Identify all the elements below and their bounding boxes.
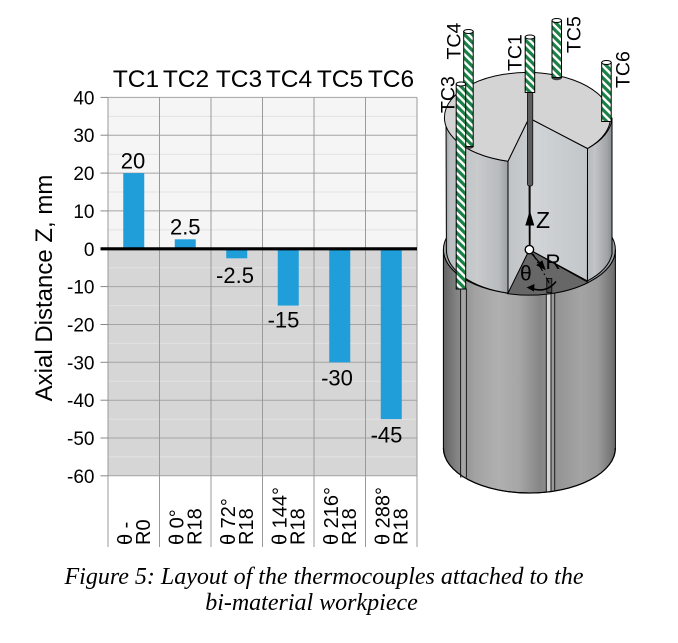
svg-text:-30: -30: [321, 366, 353, 391]
svg-text:TC4: TC4: [444, 23, 466, 60]
svg-text:bi-material workpiece: bi-material workpiece: [205, 590, 418, 616]
svg-text:-60: -60: [67, 467, 94, 488]
svg-text:R18: R18: [184, 508, 206, 545]
svg-text:TC4: TC4: [266, 66, 312, 93]
svg-text:Axial Distance Z, mm: Axial Distance Z, mm: [31, 175, 58, 402]
svg-text:TC1: TC1: [505, 34, 527, 71]
svg-text:R0: R0: [133, 519, 155, 545]
svg-text:Z: Z: [536, 207, 550, 233]
svg-text:-30: -30: [67, 353, 94, 374]
svg-text:θ: θ: [520, 263, 532, 286]
svg-text:θ 144°: θ 144°: [269, 487, 291, 545]
svg-text:θ 0°: θ 0°: [166, 509, 188, 545]
svg-text:TC2: TC2: [163, 66, 209, 93]
svg-text:TC3: TC3: [438, 76, 460, 113]
svg-text:2.5: 2.5: [170, 215, 201, 240]
svg-text:TC5: TC5: [564, 16, 586, 53]
svg-text:-2.5: -2.5: [216, 263, 254, 288]
svg-text:R18: R18: [390, 508, 412, 545]
svg-text:TC6: TC6: [613, 51, 635, 88]
svg-text:TC1: TC1: [113, 66, 159, 93]
svg-text:θ 288°: θ 288°: [372, 487, 394, 545]
svg-text:-20: -20: [67, 316, 94, 337]
svg-text:-45: -45: [371, 423, 403, 448]
svg-text:10: 10: [73, 202, 94, 223]
svg-text:R18: R18: [287, 508, 309, 545]
svg-text:20: 20: [121, 149, 145, 174]
svg-text:R18: R18: [236, 508, 258, 545]
svg-text:-40: -40: [67, 391, 94, 412]
svg-text:30: 30: [73, 126, 94, 147]
svg-text:TC3: TC3: [216, 66, 262, 93]
svg-text:TC5: TC5: [317, 66, 363, 93]
svg-text:θ 216°: θ 216°: [321, 487, 343, 545]
svg-text:R18: R18: [339, 508, 361, 545]
svg-text:-15: -15: [268, 308, 300, 333]
svg-text:Figure 5: Layout of the thermo: Figure 5: Layout of the thermocouples at…: [63, 564, 583, 590]
svg-text:θ 72°: θ 72°: [218, 498, 240, 545]
svg-text:-50: -50: [67, 429, 94, 450]
svg-text:0: 0: [84, 240, 95, 261]
svg-text:TC6: TC6: [368, 66, 414, 93]
svg-text:R: R: [546, 251, 561, 274]
svg-text:40: 40: [73, 88, 94, 109]
svg-text:-10: -10: [67, 278, 94, 299]
svg-text:θ -: θ -: [115, 522, 137, 545]
svg-text:20: 20: [73, 164, 94, 185]
